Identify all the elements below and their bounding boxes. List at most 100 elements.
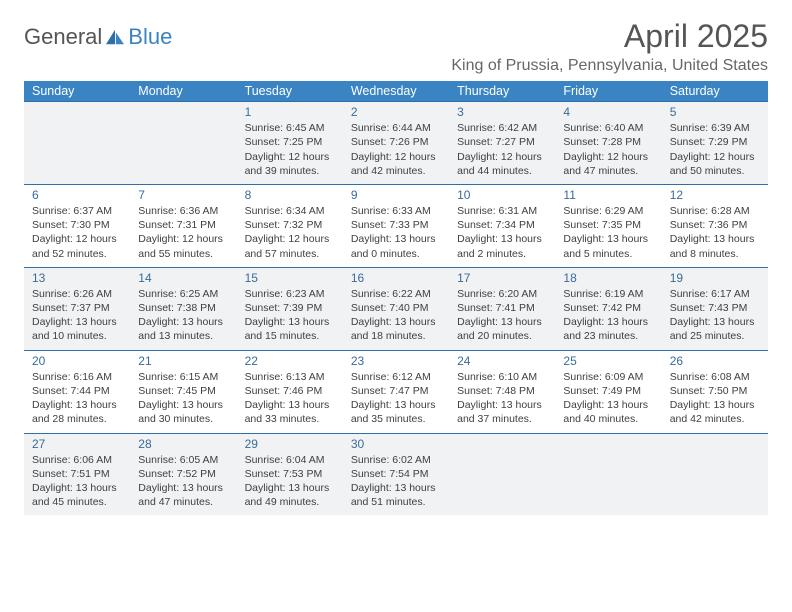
day-cell: 21Sunrise: 6:15 AMSunset: 7:45 PMDayligh… (130, 350, 236, 433)
location-label: King of Prussia, Pennsylvania, United St… (451, 57, 768, 75)
day-cell: 7Sunrise: 6:36 AMSunset: 7:31 PMDaylight… (130, 184, 236, 267)
sunset-line: Sunset: 7:45 PM (138, 384, 228, 398)
sunset-line: Sunset: 7:40 PM (351, 301, 441, 315)
day-number: 7 (138, 187, 228, 203)
day-number: 24 (457, 353, 547, 369)
logo-text-blue: Blue (128, 24, 172, 50)
week-row: 27Sunrise: 6:06 AMSunset: 7:51 PMDayligh… (24, 433, 768, 515)
sunset-line: Sunset: 7:54 PM (351, 467, 441, 481)
day-cell: 5Sunrise: 6:39 AMSunset: 7:29 PMDaylight… (662, 102, 768, 185)
sunrise-line: Sunrise: 6:37 AM (32, 204, 122, 218)
day-cell: 27Sunrise: 6:06 AMSunset: 7:51 PMDayligh… (24, 433, 130, 515)
daylight-line: Daylight: 13 hours and 51 minutes. (351, 481, 441, 509)
day-number: 11 (563, 187, 653, 203)
day-number: 20 (32, 353, 122, 369)
sunrise-line: Sunrise: 6:04 AM (245, 453, 335, 467)
day-cell: 16Sunrise: 6:22 AMSunset: 7:40 PMDayligh… (343, 267, 449, 350)
sunset-line: Sunset: 7:34 PM (457, 218, 547, 232)
day-number: 6 (32, 187, 122, 203)
sunset-line: Sunset: 7:49 PM (563, 384, 653, 398)
sunset-line: Sunset: 7:52 PM (138, 467, 228, 481)
day-number: 10 (457, 187, 547, 203)
header: General Blue April 2025 King of Prussia,… (24, 18, 768, 75)
daylight-line: Daylight: 13 hours and 42 minutes. (670, 398, 760, 426)
day-number: 13 (32, 270, 122, 286)
sunrise-line: Sunrise: 6:05 AM (138, 453, 228, 467)
daylight-line: Daylight: 13 hours and 35 minutes. (351, 398, 441, 426)
day-number: 21 (138, 353, 228, 369)
week-row: 13Sunrise: 6:26 AMSunset: 7:37 PMDayligh… (24, 267, 768, 350)
day-cell (662, 433, 768, 515)
title-block: April 2025 King of Prussia, Pennsylvania… (451, 18, 768, 75)
sunrise-line: Sunrise: 6:22 AM (351, 287, 441, 301)
sunrise-line: Sunrise: 6:31 AM (457, 204, 547, 218)
day-cell (24, 102, 130, 185)
daylight-line: Daylight: 13 hours and 5 minutes. (563, 232, 653, 260)
sunset-line: Sunset: 7:31 PM (138, 218, 228, 232)
sunrise-line: Sunrise: 6:42 AM (457, 121, 547, 135)
day-number: 29 (245, 436, 335, 452)
day-cell (555, 433, 661, 515)
sunset-line: Sunset: 7:28 PM (563, 135, 653, 149)
day-number: 26 (670, 353, 760, 369)
sunset-line: Sunset: 7:25 PM (245, 135, 335, 149)
day-cell: 24Sunrise: 6:10 AMSunset: 7:48 PMDayligh… (449, 350, 555, 433)
daylight-line: Daylight: 13 hours and 0 minutes. (351, 232, 441, 260)
day-cell: 3Sunrise: 6:42 AMSunset: 7:27 PMDaylight… (449, 102, 555, 185)
day-cell: 22Sunrise: 6:13 AMSunset: 7:46 PMDayligh… (237, 350, 343, 433)
calendar-table: Sunday Monday Tuesday Wednesday Thursday… (24, 81, 768, 515)
sunset-line: Sunset: 7:29 PM (670, 135, 760, 149)
sunset-line: Sunset: 7:39 PM (245, 301, 335, 315)
sunset-line: Sunset: 7:53 PM (245, 467, 335, 481)
sunset-line: Sunset: 7:33 PM (351, 218, 441, 232)
day-number: 14 (138, 270, 228, 286)
sunset-line: Sunset: 7:27 PM (457, 135, 547, 149)
page-title: April 2025 (451, 18, 768, 55)
logo-text-general: General (24, 24, 102, 50)
day-number: 23 (351, 353, 441, 369)
day-number: 4 (563, 104, 653, 120)
daylight-line: Daylight: 12 hours and 50 minutes. (670, 150, 760, 178)
sail-icon (104, 28, 126, 46)
daylight-line: Daylight: 13 hours and 15 minutes. (245, 315, 335, 343)
day-number: 15 (245, 270, 335, 286)
sunset-line: Sunset: 7:47 PM (351, 384, 441, 398)
day-cell: 6Sunrise: 6:37 AMSunset: 7:30 PMDaylight… (24, 184, 130, 267)
daylight-line: Daylight: 12 hours and 57 minutes. (245, 232, 335, 260)
sunrise-line: Sunrise: 6:25 AM (138, 287, 228, 301)
week-row: 20Sunrise: 6:16 AMSunset: 7:44 PMDayligh… (24, 350, 768, 433)
day-cell: 2Sunrise: 6:44 AMSunset: 7:26 PMDaylight… (343, 102, 449, 185)
daylight-line: Daylight: 13 hours and 23 minutes. (563, 315, 653, 343)
daylight-line: Daylight: 12 hours and 42 minutes. (351, 150, 441, 178)
sunrise-line: Sunrise: 6:08 AM (670, 370, 760, 384)
week-row: 1Sunrise: 6:45 AMSunset: 7:25 PMDaylight… (24, 102, 768, 185)
col-header: Friday (555, 81, 661, 102)
day-cell: 10Sunrise: 6:31 AMSunset: 7:34 PMDayligh… (449, 184, 555, 267)
day-number: 3 (457, 104, 547, 120)
sunset-line: Sunset: 7:37 PM (32, 301, 122, 315)
day-cell: 11Sunrise: 6:29 AMSunset: 7:35 PMDayligh… (555, 184, 661, 267)
day-number: 8 (245, 187, 335, 203)
day-cell: 23Sunrise: 6:12 AMSunset: 7:47 PMDayligh… (343, 350, 449, 433)
daylight-line: Daylight: 12 hours and 44 minutes. (457, 150, 547, 178)
day-cell: 17Sunrise: 6:20 AMSunset: 7:41 PMDayligh… (449, 267, 555, 350)
day-cell: 30Sunrise: 6:02 AMSunset: 7:54 PMDayligh… (343, 433, 449, 515)
sunrise-line: Sunrise: 6:20 AM (457, 287, 547, 301)
col-header: Sunday (24, 81, 130, 102)
sunrise-line: Sunrise: 6:29 AM (563, 204, 653, 218)
day-cell: 25Sunrise: 6:09 AMSunset: 7:49 PMDayligh… (555, 350, 661, 433)
day-cell: 12Sunrise: 6:28 AMSunset: 7:36 PMDayligh… (662, 184, 768, 267)
daylight-line: Daylight: 13 hours and 45 minutes. (32, 481, 122, 509)
week-row: 6Sunrise: 6:37 AMSunset: 7:30 PMDaylight… (24, 184, 768, 267)
sunset-line: Sunset: 7:42 PM (563, 301, 653, 315)
sunrise-line: Sunrise: 6:23 AM (245, 287, 335, 301)
day-cell: 19Sunrise: 6:17 AMSunset: 7:43 PMDayligh… (662, 267, 768, 350)
day-cell: 20Sunrise: 6:16 AMSunset: 7:44 PMDayligh… (24, 350, 130, 433)
day-number: 18 (563, 270, 653, 286)
daylight-line: Daylight: 13 hours and 33 minutes. (245, 398, 335, 426)
daylight-line: Daylight: 13 hours and 10 minutes. (32, 315, 122, 343)
sunset-line: Sunset: 7:36 PM (670, 218, 760, 232)
header-row: Sunday Monday Tuesday Wednesday Thursday… (24, 81, 768, 102)
daylight-line: Daylight: 13 hours and 49 minutes. (245, 481, 335, 509)
sunset-line: Sunset: 7:50 PM (670, 384, 760, 398)
